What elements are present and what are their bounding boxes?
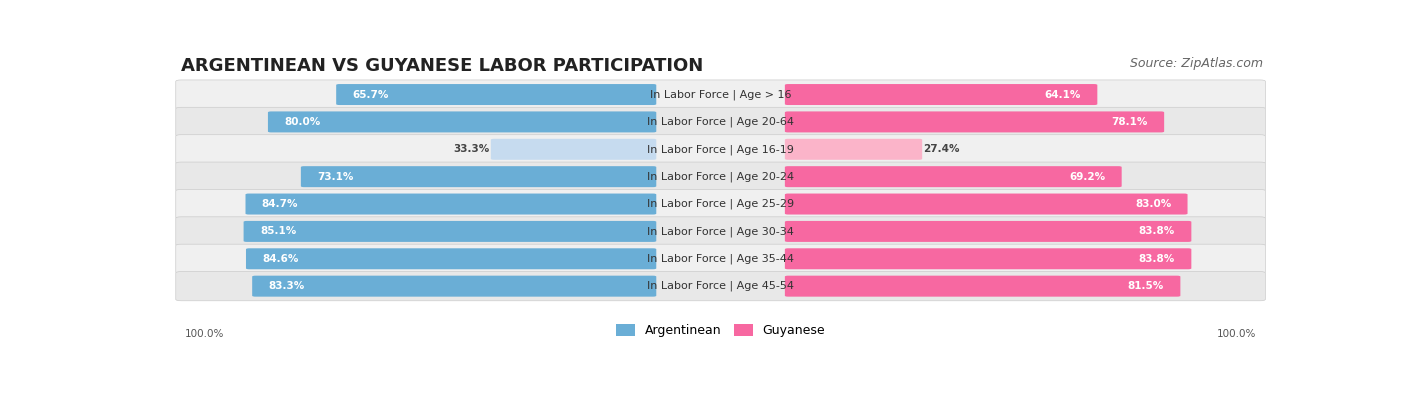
FancyBboxPatch shape [176, 271, 1265, 301]
Text: In Labor Force | Age > 16: In Labor Force | Age > 16 [650, 89, 792, 100]
FancyBboxPatch shape [176, 135, 1265, 164]
FancyBboxPatch shape [785, 276, 1181, 297]
FancyBboxPatch shape [176, 244, 1265, 273]
FancyBboxPatch shape [336, 84, 657, 105]
FancyBboxPatch shape [176, 162, 1265, 191]
FancyBboxPatch shape [785, 221, 1191, 242]
FancyBboxPatch shape [176, 80, 1265, 109]
FancyBboxPatch shape [785, 111, 1164, 132]
Text: In Labor Force | Age 30-34: In Labor Force | Age 30-34 [647, 226, 794, 237]
Text: 81.5%: 81.5% [1128, 281, 1164, 291]
Text: 64.1%: 64.1% [1045, 90, 1081, 100]
Text: In Labor Force | Age 20-64: In Labor Force | Age 20-64 [647, 117, 794, 127]
Text: 33.3%: 33.3% [454, 144, 489, 154]
FancyBboxPatch shape [785, 248, 1191, 269]
Text: Source: ZipAtlas.com: Source: ZipAtlas.com [1130, 56, 1263, 70]
Text: 83.8%: 83.8% [1139, 226, 1175, 237]
Text: In Labor Force | Age 25-29: In Labor Force | Age 25-29 [647, 199, 794, 209]
Text: 85.1%: 85.1% [260, 226, 297, 237]
FancyBboxPatch shape [785, 194, 1188, 214]
FancyBboxPatch shape [785, 84, 1097, 105]
Text: 84.7%: 84.7% [262, 199, 298, 209]
FancyBboxPatch shape [269, 111, 657, 132]
FancyBboxPatch shape [176, 217, 1265, 246]
Text: 83.3%: 83.3% [269, 281, 305, 291]
Text: 83.8%: 83.8% [1139, 254, 1175, 264]
FancyBboxPatch shape [252, 276, 657, 297]
FancyBboxPatch shape [176, 107, 1265, 137]
Text: In Labor Force | Age 20-24: In Labor Force | Age 20-24 [647, 171, 794, 182]
Text: 100.0%: 100.0% [184, 329, 224, 339]
FancyBboxPatch shape [491, 139, 657, 160]
FancyBboxPatch shape [301, 166, 657, 187]
Text: 27.4%: 27.4% [924, 144, 960, 154]
Text: 80.0%: 80.0% [284, 117, 321, 127]
FancyBboxPatch shape [246, 194, 657, 214]
Text: ARGENTINEAN VS GUYANESE LABOR PARTICIPATION: ARGENTINEAN VS GUYANESE LABOR PARTICIPAT… [181, 56, 703, 75]
Legend: Argentinean, Guyanese: Argentinean, Guyanese [612, 319, 830, 342]
FancyBboxPatch shape [785, 166, 1122, 187]
FancyBboxPatch shape [785, 139, 922, 160]
Text: 65.7%: 65.7% [353, 90, 389, 100]
Text: 83.0%: 83.0% [1135, 199, 1171, 209]
Text: 100.0%: 100.0% [1218, 329, 1257, 339]
FancyBboxPatch shape [246, 248, 657, 269]
Text: In Labor Force | Age 35-44: In Labor Force | Age 35-44 [647, 254, 794, 264]
Text: In Labor Force | Age 45-54: In Labor Force | Age 45-54 [647, 281, 794, 292]
FancyBboxPatch shape [243, 221, 657, 242]
Text: 69.2%: 69.2% [1069, 172, 1105, 182]
Text: 73.1%: 73.1% [318, 172, 353, 182]
Text: In Labor Force | Age 16-19: In Labor Force | Age 16-19 [647, 144, 794, 154]
FancyBboxPatch shape [176, 190, 1265, 219]
Text: 78.1%: 78.1% [1111, 117, 1147, 127]
Text: 84.6%: 84.6% [263, 254, 298, 264]
